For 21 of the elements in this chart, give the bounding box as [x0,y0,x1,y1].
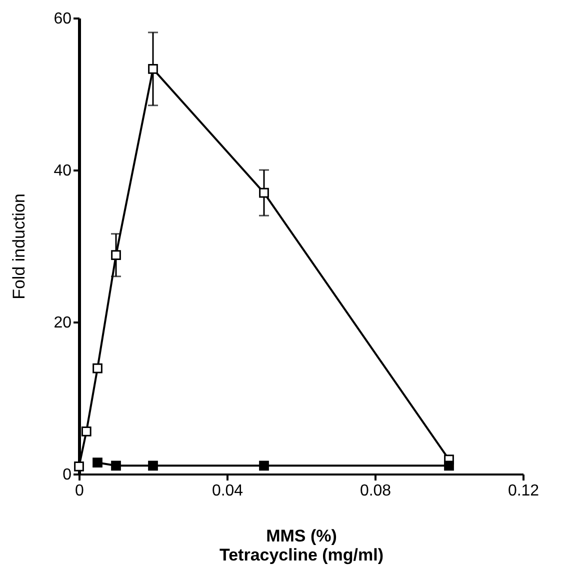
x-tick-label: 0.08 [360,482,392,500]
point [148,64,158,74]
point [259,460,269,471]
y-tick-label: 20 [54,314,72,332]
point [111,250,121,260]
point [148,460,158,471]
x-tick-label: 0.12 [508,482,540,500]
point [444,460,454,471]
point [92,458,102,468]
x-tick-label: 0.04 [212,482,244,500]
point [259,188,269,198]
point [81,426,92,436]
y-tick-label: 60 [54,10,72,28]
point [92,363,102,374]
point [111,460,121,471]
y-tick-label: 0 [62,466,72,484]
x-axis-title: MMS (%) Tetracycline (mg/ml) [219,526,384,564]
y-tick-label: 40 [54,162,72,180]
point [74,461,84,472]
x-tick-label: 0 [75,482,84,500]
y-axis-title: Fold induction [10,194,29,300]
